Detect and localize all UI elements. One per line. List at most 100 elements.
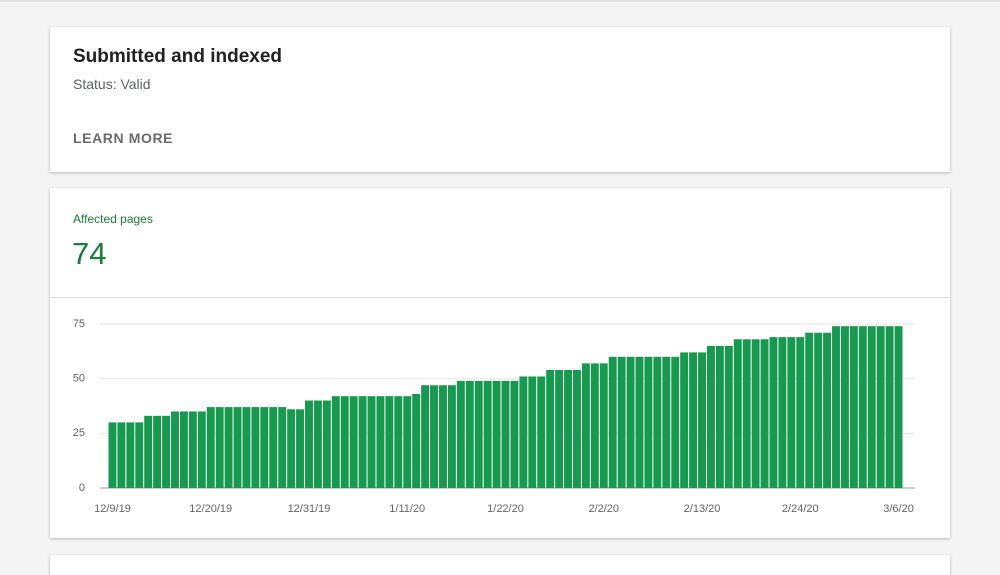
bar [439, 385, 447, 488]
bar [260, 407, 269, 488]
bar [242, 407, 251, 488]
bar [769, 337, 778, 488]
bar [787, 337, 796, 488]
bar [635, 356, 644, 488]
bar [117, 422, 126, 488]
bar [296, 409, 305, 488]
bar [814, 332, 823, 488]
card-title: Submitted and indexed [73, 46, 283, 67]
bar [215, 407, 224, 488]
bar [108, 422, 117, 488]
bar [537, 376, 546, 488]
bar [474, 380, 483, 488]
bar [501, 380, 510, 488]
bar [715, 345, 724, 488]
bar [447, 385, 456, 488]
metric-label: Affected pages [73, 212, 153, 226]
bar [135, 422, 144, 488]
bar [367, 396, 376, 488]
bar [179, 411, 188, 488]
x-tick-label: 2/2/20 [588, 503, 619, 515]
x-tick-label: 12/20/19 [189, 503, 232, 515]
bar [233, 407, 242, 488]
bar [796, 337, 805, 488]
y-tick-label: 75 [73, 318, 85, 330]
bar [564, 369, 572, 488]
bar [519, 376, 528, 488]
x-tick-label: 1/11/20 [389, 503, 425, 515]
bar [465, 380, 474, 488]
bar [742, 339, 751, 488]
bar [313, 400, 322, 488]
bar [153, 415, 162, 488]
next-card [50, 555, 950, 575]
bar [376, 396, 385, 488]
bar [331, 396, 340, 488]
bar [644, 356, 653, 488]
bar [724, 345, 733, 488]
bar [278, 407, 287, 488]
bar [706, 345, 715, 488]
bar [572, 369, 581, 488]
bar [349, 396, 358, 488]
bar [483, 380, 492, 488]
divider [50, 297, 950, 298]
bar [546, 369, 555, 488]
bar [617, 356, 626, 488]
bar [269, 407, 278, 488]
bar [162, 415, 171, 488]
bar [671, 356, 680, 488]
bar [805, 332, 814, 488]
bar [680, 352, 689, 488]
bar [394, 396, 403, 488]
bar [412, 393, 421, 488]
bar [867, 326, 876, 488]
bar [322, 400, 331, 488]
x-tick-label: 3/6/20 [883, 503, 914, 515]
bar [590, 363, 599, 488]
bar [698, 352, 706, 488]
bar [662, 356, 671, 488]
bar [305, 400, 313, 488]
bar [599, 363, 608, 488]
bar [823, 332, 832, 488]
bar [760, 339, 769, 488]
bar [751, 339, 760, 488]
bar [528, 376, 537, 488]
y-tick-label: 50 [73, 373, 85, 385]
x-tick-label: 2/13/20 [684, 503, 721, 515]
bar [653, 356, 662, 488]
bar [430, 385, 439, 488]
bar [733, 339, 742, 488]
bar [126, 422, 135, 488]
bar [358, 396, 367, 488]
y-tick-label: 0 [79, 482, 85, 494]
chart-card: Affected pages 74 0 25 50 75 12/9/19 12/20/19… [50, 188, 950, 538]
bar [385, 396, 394, 488]
bar [510, 380, 519, 488]
bar [555, 369, 564, 488]
bar [581, 363, 590, 488]
bar [858, 326, 867, 488]
bar [340, 396, 349, 488]
x-tick-label: 12/31/19 [288, 503, 331, 515]
bar [849, 326, 858, 488]
bar [251, 407, 260, 488]
x-tick-label: 12/9/19 [94, 503, 131, 515]
metric-value: 74 [72, 236, 107, 271]
bar [224, 407, 233, 488]
x-tick-label: 1/22/20 [487, 503, 524, 515]
bar [492, 380, 501, 488]
learn-more-button[interactable]: LEARN MORE [73, 130, 174, 146]
bar [456, 380, 465, 488]
bar [689, 352, 698, 488]
status-card: Submitted and indexed Status: Valid LEAR… [50, 27, 950, 172]
chart: 0 25 50 75 12/9/19 12/20/19 12/31/19 1/11/20 1/2… [73, 318, 915, 515]
bar [876, 326, 885, 488]
bar [188, 411, 197, 488]
y-tick-label: 25 [73, 427, 85, 439]
bar [421, 385, 430, 488]
bar [778, 337, 787, 488]
bar [885, 326, 894, 488]
